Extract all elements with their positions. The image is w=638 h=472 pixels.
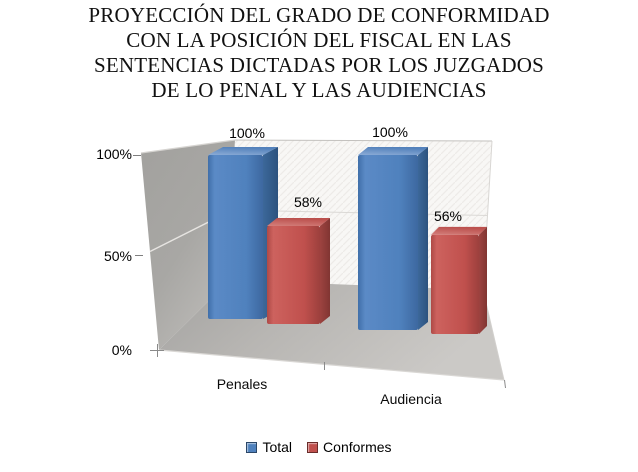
bar-top-face	[208, 147, 278, 155]
data-label-audiencia-conformes: 56%	[434, 208, 462, 224]
bar-front-face	[431, 234, 479, 334]
y-axis-label-50: 50%	[103, 248, 132, 264]
floor-front-edge	[158, 349, 505, 381]
bar-front-face	[358, 155, 418, 330]
bar-top-face	[431, 226, 487, 235]
legend-marker-conformes-icon	[307, 441, 319, 453]
bar-front-face	[208, 155, 263, 319]
back-wall-top-edge	[234, 139, 493, 142]
bars-layer	[208, 147, 487, 334]
bar-top-face	[358, 147, 428, 155]
y-axis-label-0: 0%	[111, 342, 132, 358]
data-label-penales-total: 100%	[229, 125, 265, 141]
category-label-audiencia: Audiencia	[380, 391, 442, 407]
data-label-audiencia-total: 100%	[372, 124, 408, 140]
category-axis-tick-right	[504, 379, 506, 389]
chart-title-line: DE LO PENAL Y LAS AUDIENCIAS	[151, 78, 487, 102]
bar-side-face	[418, 147, 428, 330]
bar-top-face	[267, 217, 330, 226]
bar-audiencia-total	[358, 147, 428, 330]
legend-label-conformes: Conformes	[323, 439, 392, 455]
data-label-penales-conformes: 58%	[294, 194, 322, 210]
bar-audiencia-conformes	[431, 226, 487, 334]
legend-item-total: Total	[246, 439, 292, 455]
legend-marker-total-icon	[246, 441, 258, 453]
bar-front-face	[267, 225, 320, 324]
chart-title-line: SENTENCIAS DICTADAS POR LOS JUZGADOS	[93, 53, 545, 77]
chart-title: PROYECCIÓN DEL GRADO DE CONFORMIDAD CON …	[0, 3, 638, 103]
chart-title-line: PROYECCIÓN DEL GRADO DE CONFORMIDAD	[88, 3, 550, 27]
bar-labels-layer: 100% 58% 100% 56%	[229, 124, 462, 224]
bar-side-face	[479, 226, 487, 334]
legend: Total Conformes	[0, 438, 638, 456]
bar-penales-conformes	[267, 217, 330, 324]
y-axis-label-100: 100%	[96, 146, 132, 162]
category-label-penales: Penales	[216, 376, 268, 392]
legend-item-conformes: Conformes	[307, 439, 392, 455]
chart-title-line: CON LA POSICIÓN DEL FISCAL EN LAS	[126, 28, 512, 52]
legend-label-total: Total	[262, 439, 293, 455]
bar-side-face	[320, 217, 330, 324]
wall-top-edge	[140, 139, 236, 154]
